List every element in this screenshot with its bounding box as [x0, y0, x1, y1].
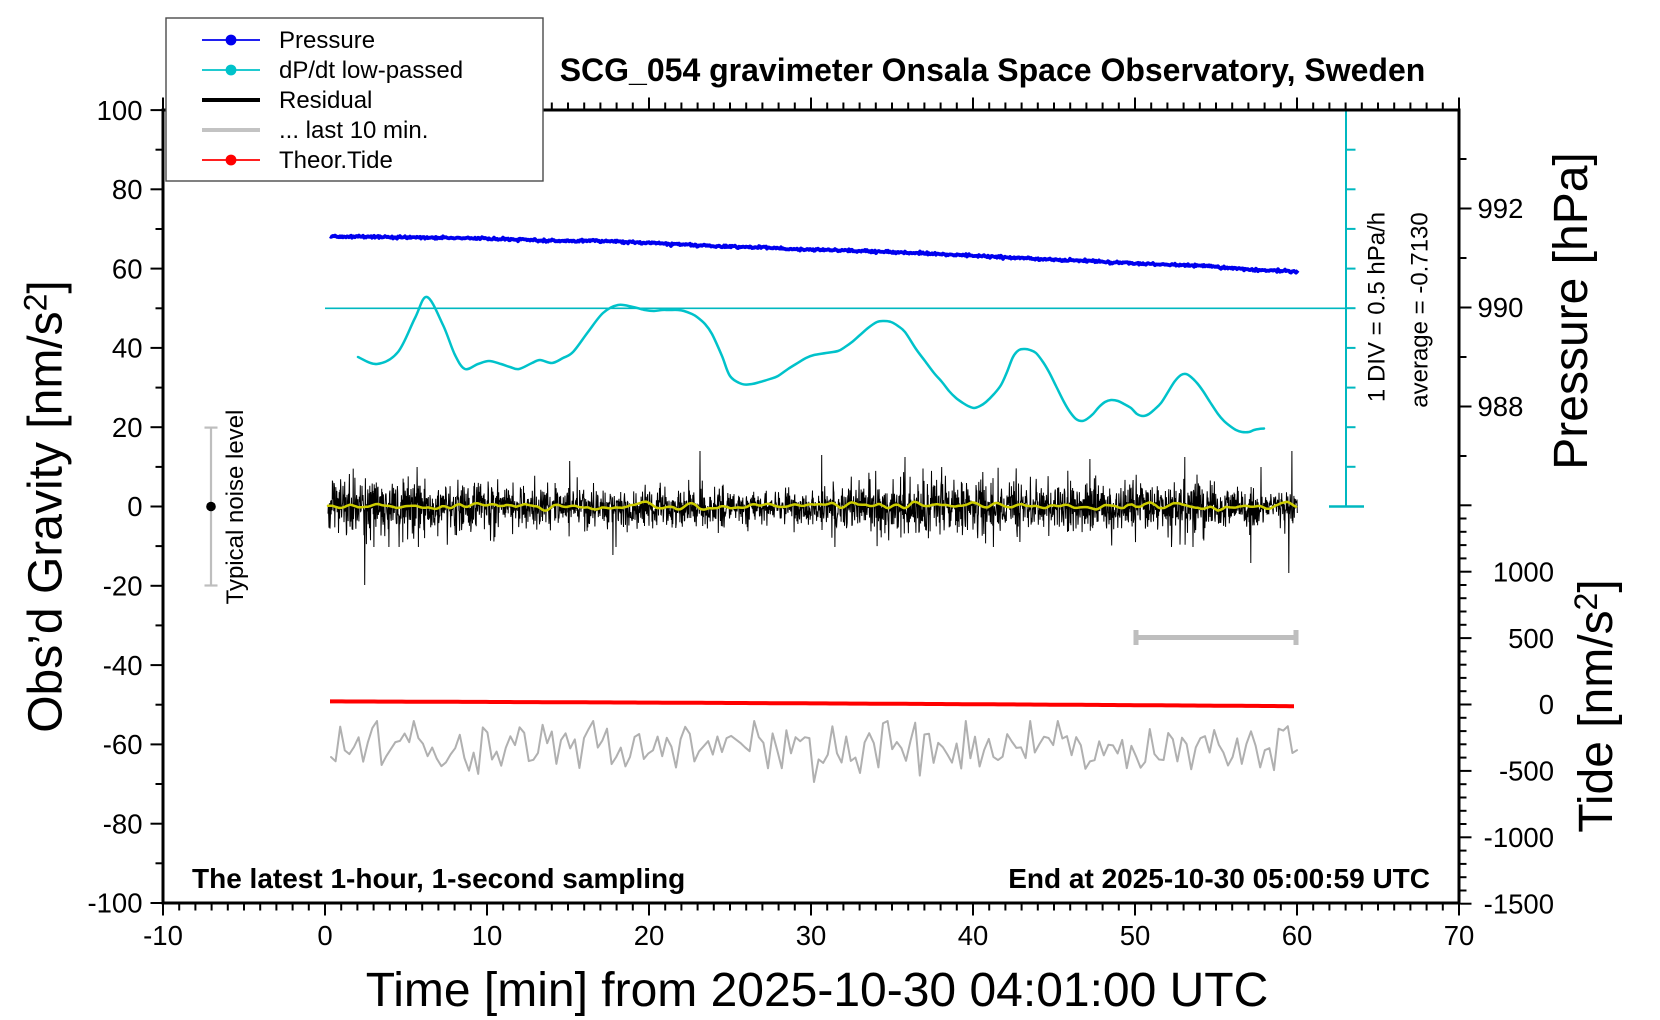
svg-text:-60: -60: [103, 729, 143, 760]
svg-text:70: 70: [1444, 920, 1475, 951]
svg-text:60: 60: [1282, 920, 1313, 951]
svg-text:-80: -80: [103, 808, 143, 839]
svg-text:Tide [nm/s2]: Tide [nm/s2]: [1568, 579, 1623, 832]
svg-text:-100: -100: [87, 888, 142, 919]
svg-text:500: 500: [1508, 623, 1554, 654]
svg-text:60: 60: [112, 253, 143, 284]
svg-text:20: 20: [112, 412, 143, 443]
svg-text:End at 2025-10-30 05:00:59 UTC: End at 2025-10-30 05:00:59 UTC: [1008, 863, 1430, 894]
svg-text:40: 40: [112, 333, 143, 364]
svg-text:... last 10 min.: ... last 10 min.: [279, 117, 428, 144]
svg-text:SCG_054 gravimeter Onsala Spac: SCG_054 gravimeter Onsala Space Observat…: [560, 52, 1426, 88]
svg-text:30: 30: [796, 920, 827, 951]
svg-text:The latest 1-hour, 1-second sa: The latest 1-hour, 1-second sampling: [192, 863, 685, 894]
svg-text:Residual: Residual: [279, 87, 372, 114]
svg-text:Typical noise level: Typical noise level: [222, 410, 249, 605]
svg-text:Theor.Tide: Theor.Tide: [279, 147, 393, 174]
svg-text:-40: -40: [103, 650, 143, 681]
svg-text:1 DIV = 0.5 hPa/h: 1 DIV = 0.5 hPa/h: [1364, 212, 1391, 402]
svg-text:10: 10: [472, 920, 503, 951]
svg-text:988: 988: [1478, 391, 1524, 422]
svg-text:average = -0.7130: average = -0.7130: [1407, 212, 1434, 407]
svg-text:-10: -10: [143, 920, 183, 951]
svg-text:990: 990: [1478, 292, 1524, 323]
svg-text:1000: 1000: [1493, 556, 1554, 587]
svg-text:50: 50: [1120, 920, 1151, 951]
svg-text:0: 0: [127, 491, 142, 522]
svg-text:20: 20: [634, 920, 665, 951]
svg-text:80: 80: [112, 174, 143, 205]
svg-text:Obs’d Gravity [nm/s2]: Obs’d Gravity [nm/s2]: [18, 280, 73, 733]
svg-text:992: 992: [1478, 193, 1524, 224]
svg-text:0: 0: [317, 920, 332, 951]
svg-text:Pressure: Pressure: [279, 27, 375, 54]
svg-text:Pressure [hPa]: Pressure [hPa]: [1545, 152, 1598, 469]
svg-text:-20: -20: [103, 571, 143, 602]
svg-text:-1000: -1000: [1484, 822, 1554, 853]
svg-text:40: 40: [958, 920, 989, 951]
svg-text:-1500: -1500: [1484, 888, 1554, 919]
svg-text:100: 100: [97, 95, 143, 126]
svg-text:Time [min] from 2025-10-30 04:: Time [min] from 2025-10-30 04:01:00 UTC: [366, 964, 1269, 1017]
svg-text:dP/dt low-passed: dP/dt low-passed: [279, 57, 463, 84]
svg-text:-500: -500: [1499, 756, 1554, 787]
svg-text:0: 0: [1539, 689, 1554, 720]
